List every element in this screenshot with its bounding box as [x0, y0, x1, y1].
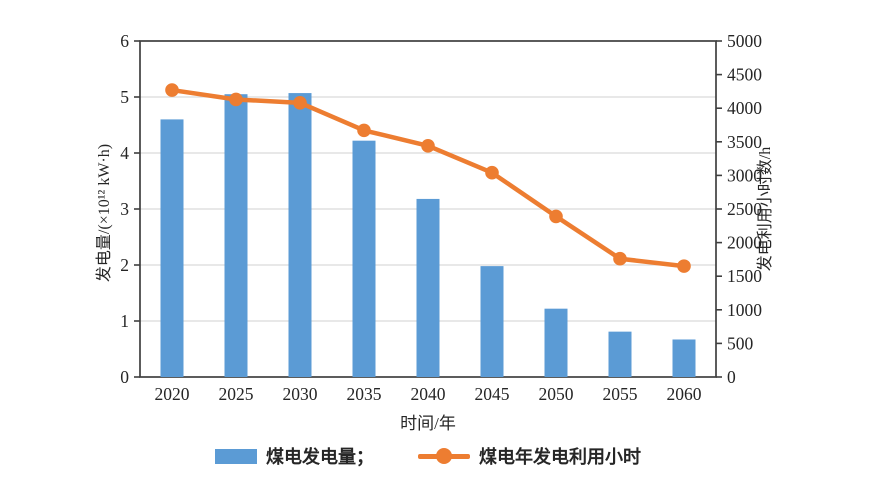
line-point-2045: [485, 165, 499, 180]
x-tick-label: 2055: [603, 384, 638, 404]
bar-2050: [544, 308, 568, 377]
y-left-tick-label: 3: [120, 199, 129, 219]
line-point-2025: [229, 92, 243, 107]
line-point-2060: [677, 259, 691, 273]
x-tick-label: 2060: [667, 384, 702, 404]
line-point-2035: [357, 123, 371, 138]
bar-2035: [352, 140, 376, 377]
legend-item-line: 煤电年发电利用小时: [418, 443, 641, 469]
y-axis-right-title: 发电利用小时数/h: [757, 146, 774, 272]
x-axis-title: 时间/年: [400, 414, 456, 433]
x-tick-label: 2045: [475, 384, 510, 404]
y-right-tick-label: 2000: [727, 233, 762, 253]
y-right-tick-label: 3000: [727, 165, 762, 185]
y-right-tick-label: 2500: [727, 199, 762, 219]
y-right-tick-label: 0: [727, 367, 736, 387]
y-axis-left-title: 发电量/(×10¹² kW·h): [96, 143, 113, 283]
y-left-tick-label: 0: [120, 367, 129, 387]
y-left-tick-label: 6: [120, 31, 129, 51]
y-right-tick-label: 4500: [727, 65, 762, 85]
y-left-tick-label: 5: [120, 87, 129, 107]
bar-swatch-icon: [215, 448, 257, 464]
y-right-tick-label: 500: [727, 333, 754, 353]
y-right-tick-label: 3500: [727, 132, 762, 152]
legend-label-bar: 煤电发电量；: [266, 447, 374, 467]
line-swatch-dot: [436, 448, 452, 464]
y-right-tick-label: 1500: [727, 266, 762, 286]
x-tick-label: 2035: [347, 384, 382, 404]
bar-2040: [416, 198, 440, 377]
bar-2045: [480, 266, 504, 377]
line-point-2050: [549, 209, 563, 224]
bar-2025: [224, 94, 248, 377]
line-point-2030: [293, 96, 307, 110]
bar-2060: [672, 339, 696, 377]
y-left-tick-label: 1: [120, 311, 129, 331]
line-point-2040: [421, 139, 435, 153]
x-tick-label: 2050: [539, 384, 574, 404]
x-tick-label: 2030: [283, 384, 318, 404]
line-swatch-icon: [418, 448, 470, 464]
bar-2030: [288, 93, 312, 377]
legend-item-bar: 煤电发电量；: [215, 443, 374, 469]
legend: 煤电发电量； 煤电年发电利用小时: [140, 443, 716, 469]
line-point-2020: [165, 83, 179, 97]
y-right-tick-label: 5000: [727, 31, 762, 51]
legend-label-line: 煤电年发电利用小时: [479, 447, 641, 467]
x-tick-label: 2040: [411, 384, 446, 404]
x-tick-label: 2020: [155, 384, 190, 404]
y-left-tick-label: 2: [120, 255, 129, 275]
bar-2020: [160, 119, 184, 378]
y-right-tick-label: 4000: [727, 98, 762, 118]
x-tick-label: 2025: [219, 384, 254, 404]
bar-2055: [608, 331, 632, 377]
y-left-tick-label: 4: [120, 143, 129, 163]
y-right-tick-label: 1000: [727, 300, 762, 320]
line-point-2055: [613, 251, 627, 266]
